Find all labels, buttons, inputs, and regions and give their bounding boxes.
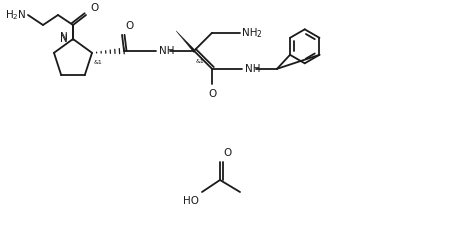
Text: H$_2$N: H$_2$N — [5, 8, 27, 22]
Text: O: O — [208, 89, 216, 99]
Polygon shape — [176, 31, 194, 53]
Text: &1: &1 — [196, 59, 205, 64]
Text: NH: NH — [159, 46, 175, 56]
Text: &1: &1 — [94, 60, 103, 65]
Text: O: O — [125, 21, 133, 31]
Text: NH: NH — [245, 64, 260, 74]
Text: N: N — [60, 34, 68, 44]
Text: 2: 2 — [256, 30, 261, 39]
Text: N: N — [60, 32, 68, 42]
Text: O: O — [223, 148, 231, 158]
Text: NH: NH — [242, 28, 258, 38]
Text: HO: HO — [183, 196, 199, 206]
Text: O: O — [90, 3, 98, 13]
